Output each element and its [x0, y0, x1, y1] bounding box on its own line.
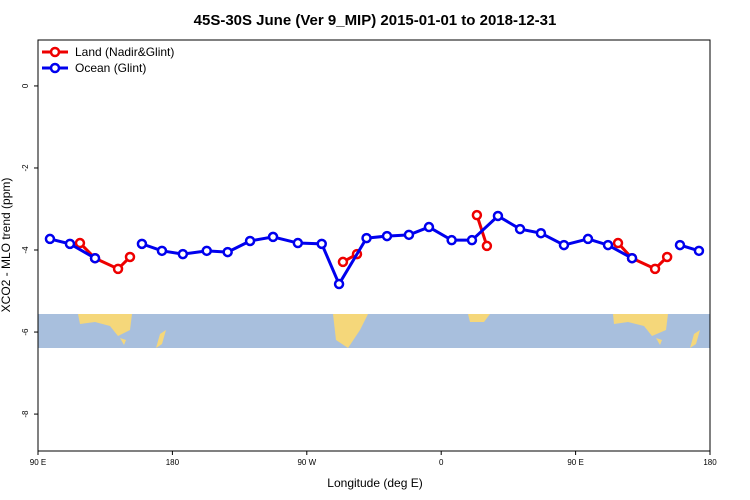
data-point	[333, 278, 345, 290]
x-tick-label: 90 E	[30, 458, 46, 467]
data-point	[244, 235, 256, 247]
data-point	[136, 238, 148, 250]
data-point	[74, 237, 86, 249]
data-point	[381, 230, 393, 242]
x-tick-label: 90 W	[297, 458, 316, 467]
y-tick-label: -4	[21, 246, 30, 254]
data-point	[89, 252, 101, 264]
legend-label: Ocean (Glint)	[75, 61, 146, 75]
x-tick-label: 90 E	[567, 458, 583, 467]
data-point	[292, 237, 304, 249]
data-point	[201, 245, 212, 257]
data-point	[222, 246, 233, 258]
x-tick-label: 180	[703, 458, 717, 467]
data-point	[446, 234, 457, 246]
series-line	[78, 214, 669, 271]
data-point	[582, 233, 594, 245]
data-point	[64, 238, 76, 250]
data-point	[423, 221, 435, 233]
data-point	[558, 239, 570, 251]
x-axis-label: Longitude (deg E)	[327, 476, 422, 490]
plot-frame	[37, 39, 711, 452]
legend-label: Land (Nadir&Glint)	[75, 45, 174, 59]
data-point	[267, 231, 279, 243]
series-line	[49, 214, 700, 288]
data-point	[514, 223, 526, 235]
data-point	[471, 209, 483, 221]
map-strip	[38, 314, 710, 348]
legend-marker	[49, 46, 61, 58]
chart-title: 45S-30S June (Ver 9_MIP) 2015-01-01 to 2…	[194, 12, 557, 29]
data-point	[661, 251, 673, 263]
data-point	[649, 263, 661, 275]
data-point	[602, 239, 614, 251]
data-point	[612, 237, 624, 249]
data-point	[535, 227, 547, 239]
y-tick-label: 0	[21, 83, 30, 88]
y-tick-label: -2	[21, 164, 30, 172]
data-point	[177, 248, 189, 260]
y-axis-label: XCO2 - MLO trend (ppm)	[0, 178, 13, 313]
data-point	[124, 251, 136, 263]
data-point	[316, 238, 327, 250]
data-point	[403, 229, 415, 241]
data-point	[481, 240, 493, 252]
data-point	[466, 234, 478, 246]
data-point	[337, 256, 349, 268]
x-tick-label: 0	[439, 458, 444, 467]
y-tick-label: -8	[21, 410, 30, 418]
data-point	[492, 210, 504, 222]
y-tick-label: -6	[21, 328, 30, 336]
data-point	[626, 252, 638, 264]
x-tick-label: 180	[166, 458, 180, 467]
data-point	[156, 245, 168, 257]
data-point	[44, 233, 56, 245]
data-point	[693, 245, 705, 257]
data-point	[674, 239, 686, 251]
data-point	[361, 232, 372, 244]
legend-marker	[49, 62, 61, 74]
data-point	[112, 263, 124, 275]
